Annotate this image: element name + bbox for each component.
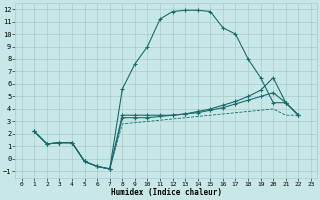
X-axis label: Humidex (Indice chaleur): Humidex (Indice chaleur) <box>111 188 222 197</box>
